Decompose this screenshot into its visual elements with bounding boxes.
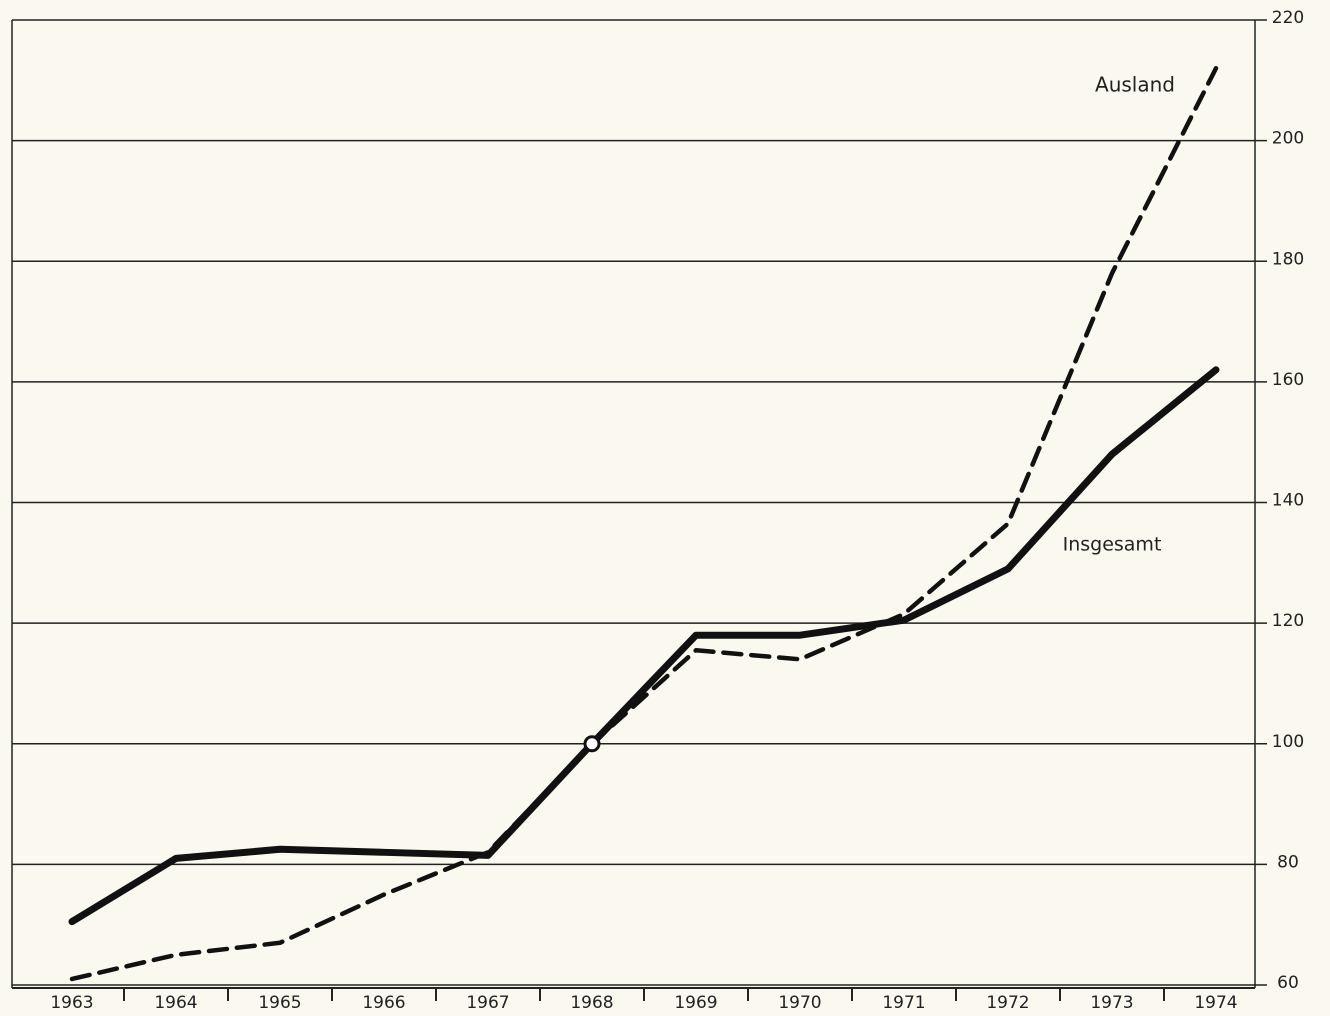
y-tick-label: 80: [1277, 852, 1299, 872]
x-tick-label: 1973: [1090, 993, 1133, 1013]
x-tick-label: 1968: [570, 993, 613, 1013]
series-label: Ausland: [1095, 73, 1175, 97]
x-tick-label: 1965: [258, 993, 301, 1013]
y-tick-label: 220: [1272, 8, 1304, 28]
x-tick-label: 1964: [154, 993, 197, 1013]
base-marker: [583, 735, 601, 753]
y-tick-label: 60: [1277, 973, 1299, 993]
x-tick-label: 1972: [986, 993, 1029, 1013]
x-tick-label: 1967: [466, 993, 509, 1013]
y-tick-label: 180: [1272, 249, 1304, 269]
series-line: [68, 366, 1220, 926]
y-tick-label: 120: [1272, 611, 1304, 631]
x-tick-label: 1970: [778, 993, 821, 1013]
x-tick-label: 1963: [50, 993, 93, 1013]
y-tick-label: 100: [1272, 732, 1304, 752]
series-line: [69, 66, 1219, 982]
x-tick-label: 1969: [674, 993, 717, 1013]
x-tick-label: 1966: [362, 993, 405, 1013]
y-tick-label: 160: [1272, 370, 1304, 390]
y-tick-label: 140: [1272, 491, 1304, 511]
series-label: Insgesamt: [1063, 534, 1162, 556]
x-tick-label: 1971: [882, 993, 925, 1013]
x-tick-label: 1974: [1194, 993, 1237, 1013]
y-tick-label: 200: [1272, 129, 1304, 149]
